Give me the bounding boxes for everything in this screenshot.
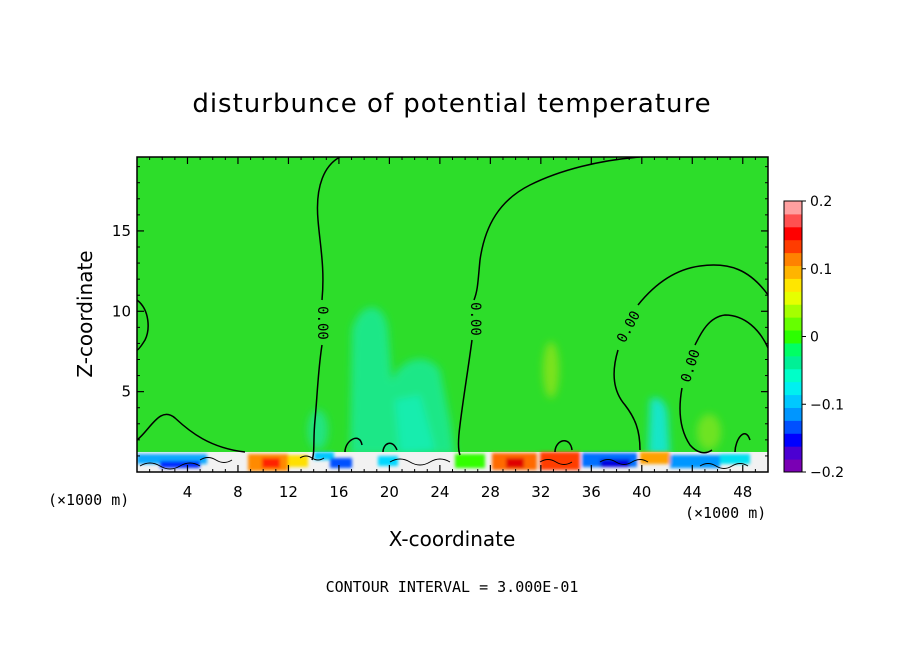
chart-title: disturbunce of potential temperature — [192, 89, 711, 119]
contour-lines — [137, 157, 768, 461]
colorbar-swatch — [784, 278, 802, 292]
colorbar-swatch — [784, 330, 802, 344]
colorbar-swatch — [784, 368, 802, 383]
surface-blob — [378, 456, 398, 466]
colorbar-swatch — [784, 355, 802, 370]
contour-line — [137, 299, 149, 351]
warm-region-1 — [543, 342, 559, 398]
contour-label: 0.00 — [467, 302, 483, 336]
contour-line — [137, 413, 246, 453]
colorbar-tick-label: 0.1 — [810, 262, 832, 278]
colorbar-tick-label: 0.2 — [810, 194, 832, 210]
warm-region-2 — [697, 414, 721, 450]
colorbar: 0.2 0.1 0 −0.1 −0.2 — [783, 194, 844, 481]
colorbar-swatch — [784, 201, 802, 215]
colorbar-tick-label: −0.1 — [810, 397, 844, 413]
contour-line — [457, 157, 641, 456]
y-axis: 5 10 15 — [112, 166, 768, 457]
x-axis-unit-left: (×1000 m) — [48, 491, 129, 509]
surface-blob — [455, 454, 485, 468]
colorbar-tick-label: −0.2 — [810, 465, 844, 481]
colorbar-swatch — [784, 213, 802, 228]
x-tick-label: 40 — [632, 483, 651, 501]
cool-region-2 — [395, 395, 435, 455]
colorbar-swatch — [784, 342, 802, 357]
colorbar-swatch — [784, 265, 802, 279]
surface-blob — [540, 452, 580, 470]
surface-blob — [720, 454, 750, 464]
y-axis-title: Z-coordinate — [73, 250, 97, 377]
contour-line — [344, 437, 573, 453]
surface-blob — [314, 452, 334, 460]
x-tick-label: 24 — [430, 483, 449, 501]
surface-layer — [137, 452, 768, 472]
surface-blob — [160, 461, 200, 468]
warm-anomaly-regions — [543, 342, 721, 450]
cool-region-1 — [350, 307, 455, 455]
surface-blob — [670, 455, 720, 468]
colorbar-swatch — [784, 226, 802, 241]
surface-blob — [288, 455, 308, 467]
y-tick-label: 10 — [112, 302, 131, 320]
colorbar-swatch — [784, 317, 802, 331]
colorbar-swatch — [784, 407, 802, 421]
x-tick-label: 44 — [683, 483, 702, 501]
surface-blob — [600, 459, 630, 467]
contour-interval-note: CONTOUR INTERVAL = 3.000E-01 — [326, 578, 579, 596]
surface-blob — [506, 458, 524, 468]
colorbar-tick-label: 0 — [810, 330, 819, 346]
colorbar-swatch — [784, 239, 802, 254]
x-axis: 4 8 12 16 20 24 28 32 36 40 44 48 — [149, 157, 756, 501]
x-tick-label: 28 — [481, 483, 500, 501]
x-tick-label: 8 — [233, 483, 243, 501]
colorbar-swatch — [784, 446, 802, 460]
surface-blob — [262, 458, 280, 468]
background-field — [137, 157, 768, 472]
contour-line — [679, 314, 768, 454]
colorbar-swatch — [784, 459, 802, 473]
x-tick-label: 36 — [582, 483, 601, 501]
colorbar-swatch — [784, 291, 802, 305]
contour-line — [311, 157, 341, 461]
x-tick-label: 20 — [380, 483, 399, 501]
x-tick-label: 32 — [531, 483, 550, 501]
colorbar-swatch — [784, 433, 802, 447]
x-axis-title: X-coordinate — [389, 527, 516, 551]
x-axis-unit-right: (×1000 m) — [685, 504, 766, 522]
cool-region-4 — [308, 410, 328, 450]
y-tick-label: 5 — [121, 383, 131, 401]
colorbar-swatch — [784, 394, 802, 408]
contour-line — [734, 433, 751, 453]
x-tick-label: 4 — [183, 483, 193, 501]
colorbar-swatch — [784, 420, 802, 434]
contour-label: 0.00 — [314, 306, 330, 340]
x-tick-label: 12 — [279, 483, 298, 501]
cool-region-3 — [648, 397, 670, 455]
x-tick-label: 16 — [329, 483, 348, 501]
contour-line — [613, 264, 768, 451]
surface-blob — [640, 452, 670, 464]
colorbar-swatch — [784, 381, 802, 396]
surface-blob — [330, 458, 352, 468]
plot-area — [137, 157, 768, 472]
colorbar-swatch — [784, 252, 802, 267]
colorbar-swatch — [784, 304, 802, 318]
y-tick-label: 15 — [112, 222, 131, 240]
cool-anomaly-regions — [308, 307, 670, 455]
x-tick-label: 48 — [733, 483, 752, 501]
surface-blob — [137, 454, 207, 464]
